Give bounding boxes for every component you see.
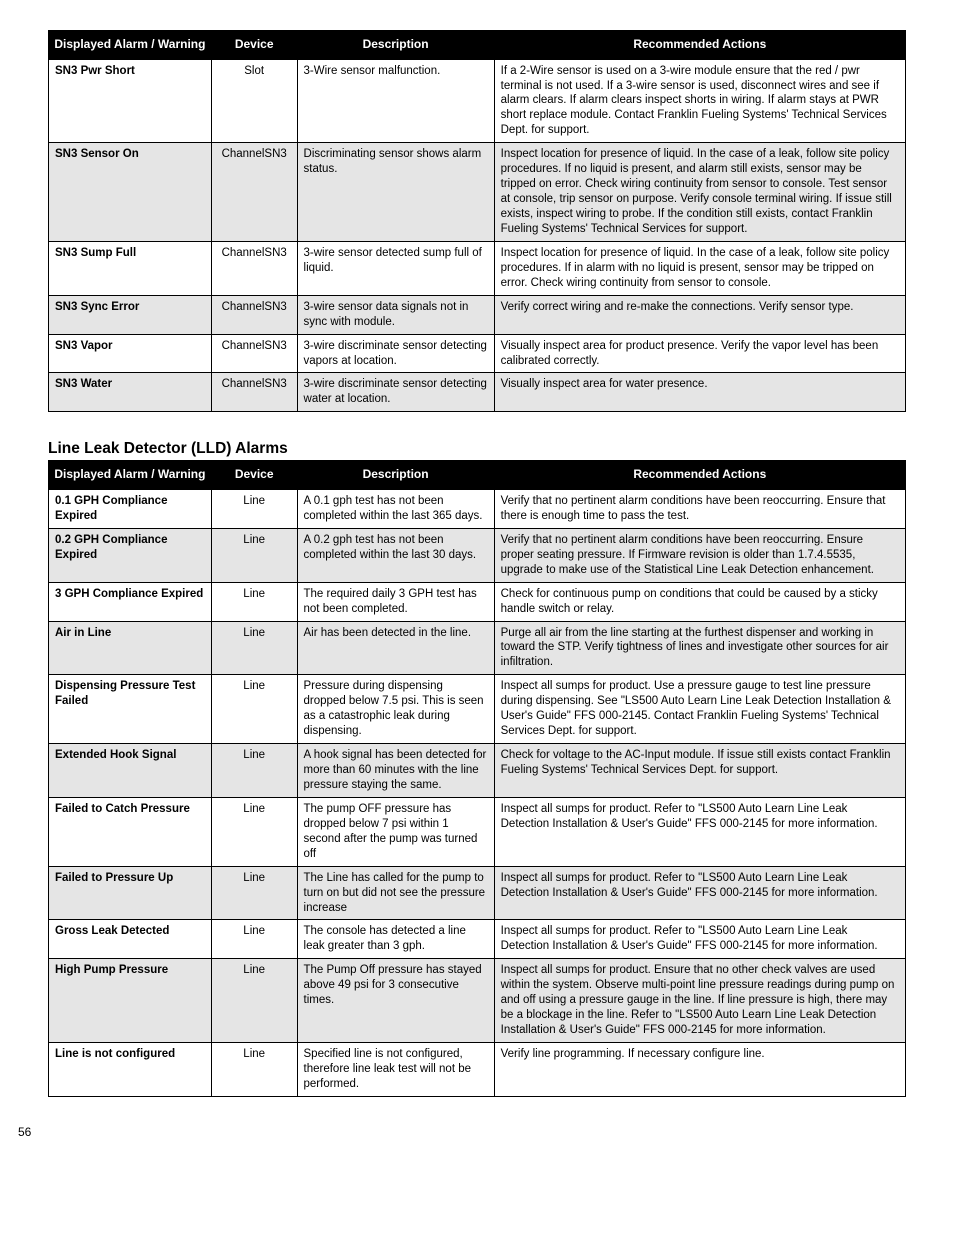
cell-action: Inspect all sumps for product. Refer to … bbox=[494, 797, 905, 866]
cell-alarm: Air in Line bbox=[49, 621, 212, 675]
cell-alarm: Failed to Pressure Up bbox=[49, 866, 212, 920]
cell-action: Inspect all sumps for product. Ensure th… bbox=[494, 959, 905, 1043]
cell-desc: The console has detected a line leak gre… bbox=[297, 920, 494, 959]
cell-alarm: 0.2 GPH Compliance Expired bbox=[49, 528, 212, 582]
cell-desc: 3-wire sensor data signals not in sync w… bbox=[297, 295, 494, 334]
cell-action: Visually inspect area for product presen… bbox=[494, 334, 905, 373]
cell-action: Check for voltage to the AC-Input module… bbox=[494, 744, 905, 798]
cell-desc: 3-Wire sensor malfunction. bbox=[297, 59, 494, 143]
cell-action: Visually inspect area for water presence… bbox=[494, 373, 905, 412]
cell-device: Line bbox=[211, 866, 297, 920]
cell-alarm: High Pump Pressure bbox=[49, 959, 212, 1043]
cell-alarm: 0.1 GPH Compliance Expired bbox=[49, 489, 212, 528]
table-row: Line is not configuredLineSpecified line… bbox=[49, 1043, 906, 1097]
table-row: SN3 Sync ErrorChannelSN33-wire sensor da… bbox=[49, 295, 906, 334]
cell-action: Inspect all sumps for product. Refer to … bbox=[494, 920, 905, 959]
table-row: SN3 Sensor OnChannelSN3Discriminating se… bbox=[49, 143, 906, 242]
cell-device: Line bbox=[211, 621, 297, 675]
cell-device: Line bbox=[211, 797, 297, 866]
table-row: Failed to Pressure UpLineThe Line has ca… bbox=[49, 866, 906, 920]
cell-device: ChannelSN3 bbox=[211, 143, 297, 242]
cell-desc: A 0.2 gph test has not been completed wi… bbox=[297, 528, 494, 582]
cell-alarm: 3 GPH Compliance Expired bbox=[49, 582, 212, 621]
cell-device: ChannelSN3 bbox=[211, 241, 297, 295]
table-row: Extended Hook SignalLineA hook signal ha… bbox=[49, 744, 906, 798]
cell-device: ChannelSN3 bbox=[211, 295, 297, 334]
table-row: Air in LineLineAir has been detected in … bbox=[49, 621, 906, 675]
cell-alarm: SN3 Sensor On bbox=[49, 143, 212, 242]
cell-desc: 3-wire discriminate sensor detecting wat… bbox=[297, 373, 494, 412]
cell-device: Line bbox=[211, 920, 297, 959]
cell-device: Line bbox=[211, 582, 297, 621]
page-content: Displayed Alarm / WarningDeviceDescripti… bbox=[48, 30, 906, 1097]
table-row: Gross Leak DetectedLineThe console has d… bbox=[49, 920, 906, 959]
cell-device: ChannelSN3 bbox=[211, 373, 297, 412]
cell-desc: A 0.1 gph test has not been completed wi… bbox=[297, 489, 494, 528]
cell-alarm: Failed to Catch Pressure bbox=[49, 797, 212, 866]
table-row: 3 GPH Compliance ExpiredLineThe required… bbox=[49, 582, 906, 621]
cell-alarm: Dispensing Pressure Test Failed bbox=[49, 675, 212, 744]
cell-desc: Discriminating sensor shows alarm status… bbox=[297, 143, 494, 242]
alarm-table: Displayed Alarm / WarningDeviceDescripti… bbox=[48, 460, 906, 1096]
cell-device: ChannelSN3 bbox=[211, 334, 297, 373]
table-row: 0.2 GPH Compliance ExpiredLineA 0.2 gph … bbox=[49, 528, 906, 582]
cell-device: Line bbox=[211, 489, 297, 528]
table-row: SN3 VaporChannelSN33-wire discriminate s… bbox=[49, 334, 906, 373]
cell-action: Purge all air from the line starting at … bbox=[494, 621, 905, 675]
table-row: Dispensing Pressure Test FailedLinePress… bbox=[49, 675, 906, 744]
column-header: Displayed Alarm / Warning bbox=[49, 31, 212, 60]
cell-desc: 3-wire discriminate sensor detecting vap… bbox=[297, 334, 494, 373]
table-row: SN3 Sump FullChannelSN33-wire sensor det… bbox=[49, 241, 906, 295]
cell-alarm: Line is not configured bbox=[49, 1043, 212, 1097]
table-row: Failed to Catch PressureLineThe pump OFF… bbox=[49, 797, 906, 866]
cell-desc: A hook signal has been detected for more… bbox=[297, 744, 494, 798]
cell-device: Line bbox=[211, 959, 297, 1043]
cell-desc: The Pump Off pressure has stayed above 4… bbox=[297, 959, 494, 1043]
cell-device: Line bbox=[211, 675, 297, 744]
alarm-table: Displayed Alarm / WarningDeviceDescripti… bbox=[48, 30, 906, 412]
column-header: Device bbox=[211, 31, 297, 60]
cell-desc: Air has been detected in the line. bbox=[297, 621, 494, 675]
page-number: 56 bbox=[18, 1125, 906, 1139]
table-row: High Pump PressureLineThe Pump Off press… bbox=[49, 959, 906, 1043]
cell-action: Inspect all sumps for product. Refer to … bbox=[494, 866, 905, 920]
cell-alarm: SN3 Sump Full bbox=[49, 241, 212, 295]
cell-action: Check for continuous pump on conditions … bbox=[494, 582, 905, 621]
cell-desc: The required daily 3 GPH test has not be… bbox=[297, 582, 494, 621]
column-header: Device bbox=[211, 461, 297, 490]
section-title: Line Leak Detector (LLD) Alarms bbox=[48, 440, 906, 458]
cell-desc: Specified line is not configured, theref… bbox=[297, 1043, 494, 1097]
cell-alarm: SN3 Pwr Short bbox=[49, 59, 212, 143]
cell-desc: The pump OFF pressure has dropped below … bbox=[297, 797, 494, 866]
cell-device: Line bbox=[211, 528, 297, 582]
cell-alarm: Extended Hook Signal bbox=[49, 744, 212, 798]
column-header: Description bbox=[297, 31, 494, 60]
cell-action: Verify correct wiring and re-make the co… bbox=[494, 295, 905, 334]
table-row: SN3 WaterChannelSN33-wire discriminate s… bbox=[49, 373, 906, 412]
cell-alarm: SN3 Vapor bbox=[49, 334, 212, 373]
cell-action: Inspect location for presence of liquid.… bbox=[494, 143, 905, 242]
column-header: Recommended Actions bbox=[494, 461, 905, 490]
table-row: SN3 Pwr ShortSlot3-Wire sensor malfuncti… bbox=[49, 59, 906, 143]
column-header: Recommended Actions bbox=[494, 31, 905, 60]
cell-alarm: SN3 Sync Error bbox=[49, 295, 212, 334]
cell-action: Inspect location for presence of liquid.… bbox=[494, 241, 905, 295]
cell-action: If a 2-Wire sensor is used on a 3-wire m… bbox=[494, 59, 905, 143]
cell-action: Verify line programming. If necessary co… bbox=[494, 1043, 905, 1097]
cell-action: Verify that no pertinent alarm condition… bbox=[494, 489, 905, 528]
cell-alarm: SN3 Water bbox=[49, 373, 212, 412]
column-header: Displayed Alarm / Warning bbox=[49, 461, 212, 490]
cell-alarm: Gross Leak Detected bbox=[49, 920, 212, 959]
cell-action: Inspect all sumps for product. Use a pre… bbox=[494, 675, 905, 744]
cell-desc: Pressure during dispensing dropped below… bbox=[297, 675, 494, 744]
cell-desc: The Line has called for the pump to turn… bbox=[297, 866, 494, 920]
cell-action: Verify that no pertinent alarm condition… bbox=[494, 528, 905, 582]
cell-device: Line bbox=[211, 744, 297, 798]
cell-device: Line bbox=[211, 1043, 297, 1097]
column-header: Description bbox=[297, 461, 494, 490]
table-row: 0.1 GPH Compliance ExpiredLineA 0.1 gph … bbox=[49, 489, 906, 528]
cell-desc: 3-wire sensor detected sump full of liqu… bbox=[297, 241, 494, 295]
cell-device: Slot bbox=[211, 59, 297, 143]
